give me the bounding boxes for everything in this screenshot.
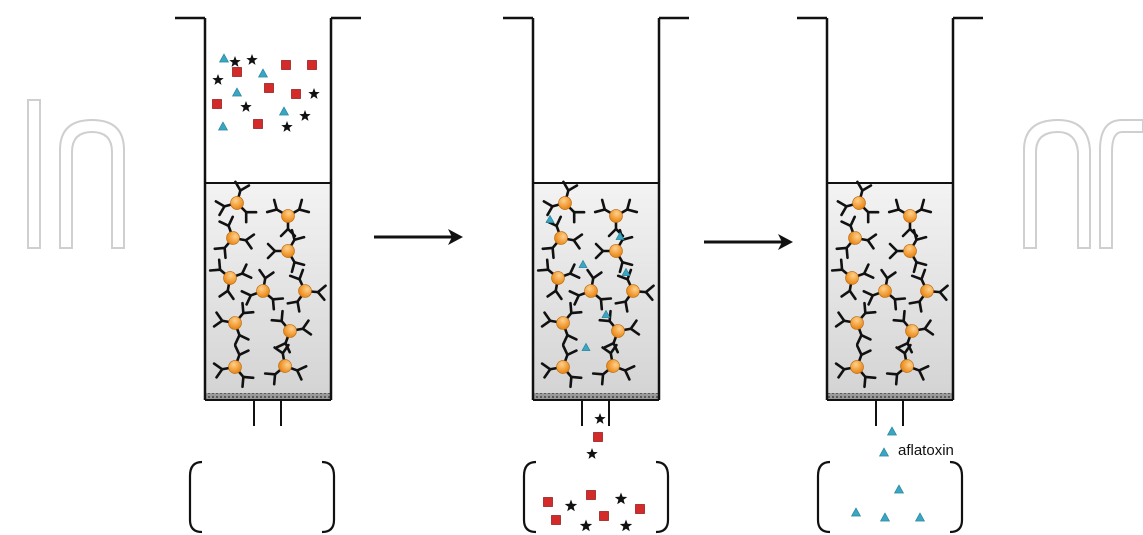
triangle-icon [850,507,862,517]
triangle-icon [615,231,625,240]
square-icon [307,60,317,70]
antibody-bead-icon [266,228,306,274]
antibody-bead-icon [263,343,308,386]
square-icon [264,83,274,93]
antibody-bead-icon [286,268,327,313]
collection-vial-left [816,460,831,534]
triangle-icon [278,106,290,116]
star-icon [564,499,578,512]
antibody-bead-icon [213,215,256,260]
antibody-bead-icon [591,343,636,386]
antibody-bead-icon [270,309,313,354]
antibody-bead-icon [836,180,880,224]
antibody-bead-icon [892,309,935,354]
triangle-icon [893,484,905,494]
triangle-icon [545,214,555,223]
square-icon [586,490,596,500]
antibody-bead-icon [835,215,878,260]
star-icon [586,448,598,459]
watermark [27,99,1143,249]
column-sample-loading [175,16,361,426]
antibody-bead-icon [830,258,875,301]
triangle-icon [257,68,269,78]
antibody-bead-icon [614,268,655,313]
antibody-bead-icon [536,258,581,301]
antibody-bead-icon [888,228,928,274]
star-icon [212,74,224,85]
collection-vial-left [188,460,203,534]
star-icon [299,110,311,121]
antibody-bead-icon [908,268,949,313]
triangle-icon [581,342,591,351]
columns-layer [175,16,983,534]
antibody-bead-icon [862,268,907,311]
square-icon [599,511,609,521]
antibody-bead-icon [541,215,584,260]
square-icon [232,67,242,77]
square-icon [593,432,603,442]
antibody-bead-icon [834,344,877,389]
antibody-bead-icon [540,344,583,389]
triangle-icon [886,426,898,436]
star-icon [229,56,241,67]
square-icon [212,99,222,109]
column-elution [797,16,983,426]
aflatoxin-label: aflatoxin [898,442,954,459]
antibody-bead-icon [240,268,285,311]
square-icon [551,515,561,525]
collection-vial-right [949,460,964,534]
collection-vial-right [321,460,336,534]
triangle-icon [578,259,588,268]
star-icon [308,88,320,99]
collection-vial-right [655,460,670,534]
square-icon [253,119,263,129]
star-icon [619,519,633,532]
triangle-icon [217,121,229,131]
square-icon [291,89,301,99]
antibody-bead-icon [214,180,258,224]
antibody-bead-icon [885,343,930,386]
triangle-icon [914,512,926,522]
triangle-icon [601,309,611,318]
antibody-bead-icon [212,344,255,389]
arrow-icon [374,229,463,245]
star-icon [246,54,258,65]
triangle-icon [878,447,890,457]
arrow-icon [704,234,793,250]
antibody-bead-icon [598,309,641,354]
triangle-icon [879,512,891,522]
collection-vial-left [522,460,537,534]
antibody-bead-icon [542,180,586,224]
star-icon [240,101,252,112]
star-icon [281,121,293,132]
antibody-bead-icon [208,258,253,301]
triangle-icon [218,53,230,63]
square-icon [635,504,645,514]
antibody-bead-icon [265,198,311,238]
antibody-bead-icon [887,198,933,238]
column-washing [503,16,689,426]
antibody-bead-icon [540,301,583,346]
triangle-icon [231,87,243,97]
antibody-bead-icon [212,301,255,346]
star-icon [614,492,628,505]
antibody-bead-icon [834,301,877,346]
antibody-bead-icon [568,268,613,311]
star-icon [579,519,593,532]
square-icon [281,60,291,70]
triangle-icon [621,267,631,276]
square-icon [543,497,553,507]
star-icon [594,413,606,424]
